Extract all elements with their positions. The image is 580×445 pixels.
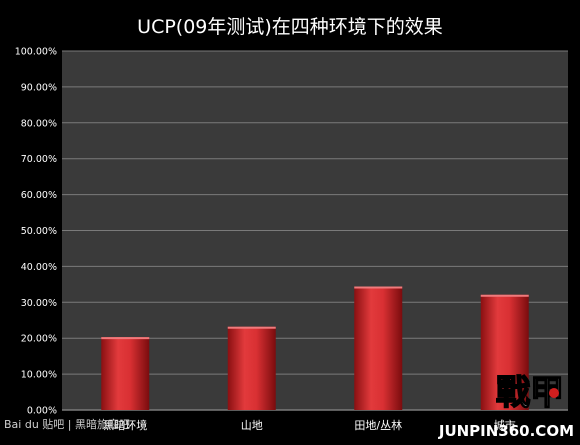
- y-tick-label: 40.00%: [21, 262, 57, 273]
- y-tick-label: 90.00%: [21, 82, 57, 93]
- y-tick-label: 30.00%: [21, 298, 57, 309]
- y-tick-label: 100.00%: [15, 47, 57, 58]
- x-tick-label: 山地: [241, 419, 263, 432]
- bar: [227, 326, 276, 410]
- bars: [101, 286, 529, 410]
- junpin-url: JUNPIN360.COM: [438, 422, 574, 440]
- y-tick-label: 80.00%: [21, 118, 57, 129]
- y-tick-label: 50.00%: [21, 226, 57, 237]
- y-tick-label: 20.00%: [21, 334, 57, 345]
- bar: [101, 337, 150, 410]
- y-axis-ticks: 0.00% 10.00% 20.00% 30.00% 40.00% 50.00% 60.00…: [15, 47, 57, 417]
- x-tick-label: 田地/丛林: [354, 418, 402, 432]
- baidu-watermark: Bai du 贴吧 | 黑暗旅寇吧: [4, 417, 130, 431]
- chart-title: UCP(09年测试)在四种环境下的效果: [137, 16, 443, 38]
- bar-highlight: [480, 294, 529, 297]
- y-tick-label: 10.00%: [21, 370, 57, 381]
- y-tick-label: 0.00%: [27, 406, 57, 417]
- bar: [354, 286, 403, 410]
- bar: [480, 294, 529, 410]
- x-tick-label: 黑暗环境: [103, 418, 147, 432]
- y-tick-label: 60.00%: [21, 190, 57, 201]
- y-tick-label: 70.00%: [21, 154, 57, 165]
- junpin-watermark: 戰甲 JUNPIN360.COM: [438, 372, 574, 440]
- x-tick-label: 城市: [494, 418, 516, 432]
- bar-highlight: [227, 326, 276, 329]
- baidu-watermark-text: Bai du 贴吧 | 黑暗旅寇吧: [4, 417, 130, 431]
- junpin-logo: 戰甲: [496, 373, 564, 413]
- x-axis-labels: 黑暗环境 山地 田地/丛林 城市: [103, 418, 516, 432]
- bar-highlight: [354, 286, 403, 289]
- bar-highlight: [101, 337, 150, 340]
- junpin-logo-seal: [549, 388, 559, 398]
